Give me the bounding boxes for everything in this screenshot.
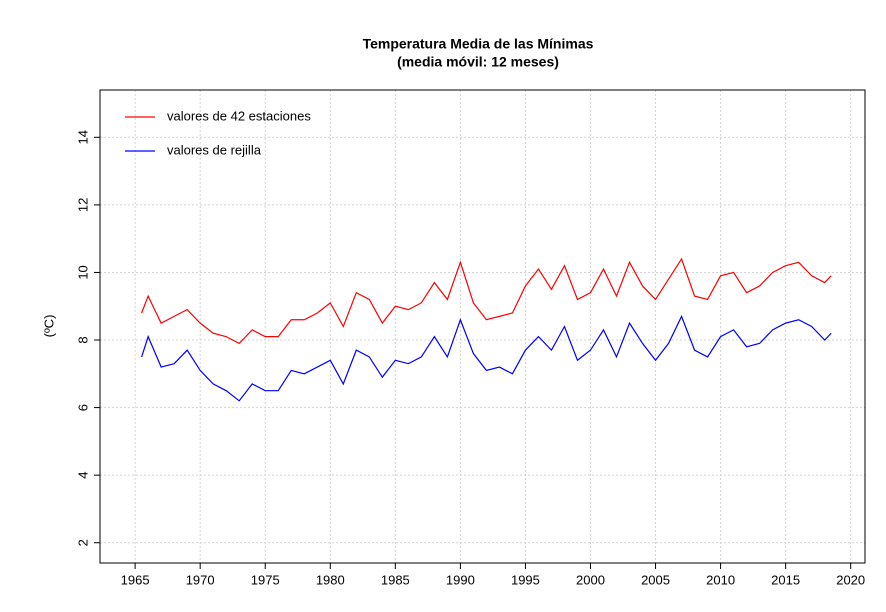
x-tick-label: 2020 [836,572,865,587]
x-tick-label: 2000 [576,572,605,587]
y-axis-label: (ºC) [41,315,56,338]
y-tick-label: 8 [75,336,90,343]
x-tick-label: 2005 [641,572,670,587]
chart-title: Temperatura Media de las Mínimas [363,36,594,52]
legend-label: valores de 42 estaciones [167,108,311,123]
y-tick-label: 6 [75,404,90,411]
x-tick-label: 2015 [771,572,800,587]
y-tick-label: 4 [75,472,90,479]
x-tick-label: 1980 [316,572,345,587]
x-tick-label: 1995 [511,572,540,587]
x-tick-label: 1985 [381,572,410,587]
x-tick-label: 1990 [446,572,475,587]
series-line [141,257,832,345]
legend-label: valores de rejilla [167,142,262,157]
y-tick-label: 10 [75,265,90,279]
series-line [141,314,832,402]
x-tick-label: 2010 [706,572,735,587]
plot-frame [99,89,866,564]
chart-subtitle: (media móvil: 12 meses) [397,54,559,70]
y-tick-label: 12 [75,198,90,212]
x-tick-label: 1965 [121,572,150,587]
x-tick-label: 1975 [251,572,280,587]
y-tick-label: 2 [75,539,90,546]
y-tick-label: 14 [75,130,90,144]
x-tick-label: 1970 [186,572,215,587]
